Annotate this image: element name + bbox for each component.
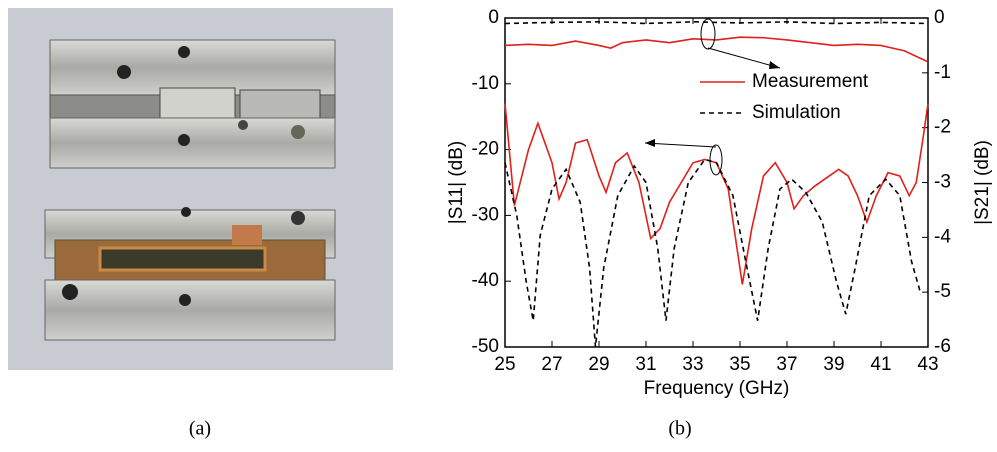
data-line [504, 158, 922, 348]
annotation [707, 47, 781, 69]
x-tick-label: 39 [823, 354, 844, 375]
x-tick-label: 33 [682, 354, 703, 375]
y2-tick-label: -6 [934, 336, 951, 357]
x-axis-label: Frequency (GHz) [644, 378, 790, 399]
y-tick-label: -10 [472, 73, 499, 94]
y-tick-label: -40 [472, 270, 499, 291]
annotation [645, 139, 655, 147]
y2-tick-label: -1 [934, 62, 951, 83]
y-tick-label: -30 [472, 204, 499, 225]
annotation [769, 61, 780, 69]
y2-tick-label: -5 [934, 281, 951, 302]
annotation [709, 144, 723, 176]
legend-label: Measurement [752, 71, 869, 92]
y2-tick-label: 0 [934, 7, 945, 28]
x-tick-label: 35 [729, 354, 750, 375]
x-tick-label: 29 [588, 354, 609, 375]
x-tick-label: 25 [494, 354, 515, 375]
y-axis-label: |S11| (dB) [446, 141, 467, 224]
y2-tick-label: -4 [934, 226, 951, 247]
photo [8, 8, 393, 370]
annotation [700, 18, 716, 50]
plot-frame [504, 17, 929, 348]
data-line [504, 21, 929, 25]
y2-tick-label: -3 [934, 172, 951, 193]
y2-tick-label: -2 [934, 117, 951, 138]
legend-label: Simulation [752, 102, 841, 123]
x-tick-label: 27 [541, 354, 562, 375]
data-line [504, 36, 929, 63]
x-tick-label: 31 [635, 354, 656, 375]
annotation [644, 142, 717, 148]
y-tick-label: -50 [472, 336, 499, 357]
x-tick-label: 43 [917, 354, 938, 375]
panel-label: (b) [668, 418, 691, 440]
x-tick-label: 41 [870, 354, 891, 375]
panel-label: (a) [189, 418, 211, 440]
data-line [504, 103, 929, 285]
y-tick-label: -20 [472, 139, 499, 160]
y2-axis-label: |S21| (dB) [972, 140, 993, 225]
x-tick-label: 37 [776, 354, 797, 375]
y-tick-label: 0 [488, 7, 499, 28]
